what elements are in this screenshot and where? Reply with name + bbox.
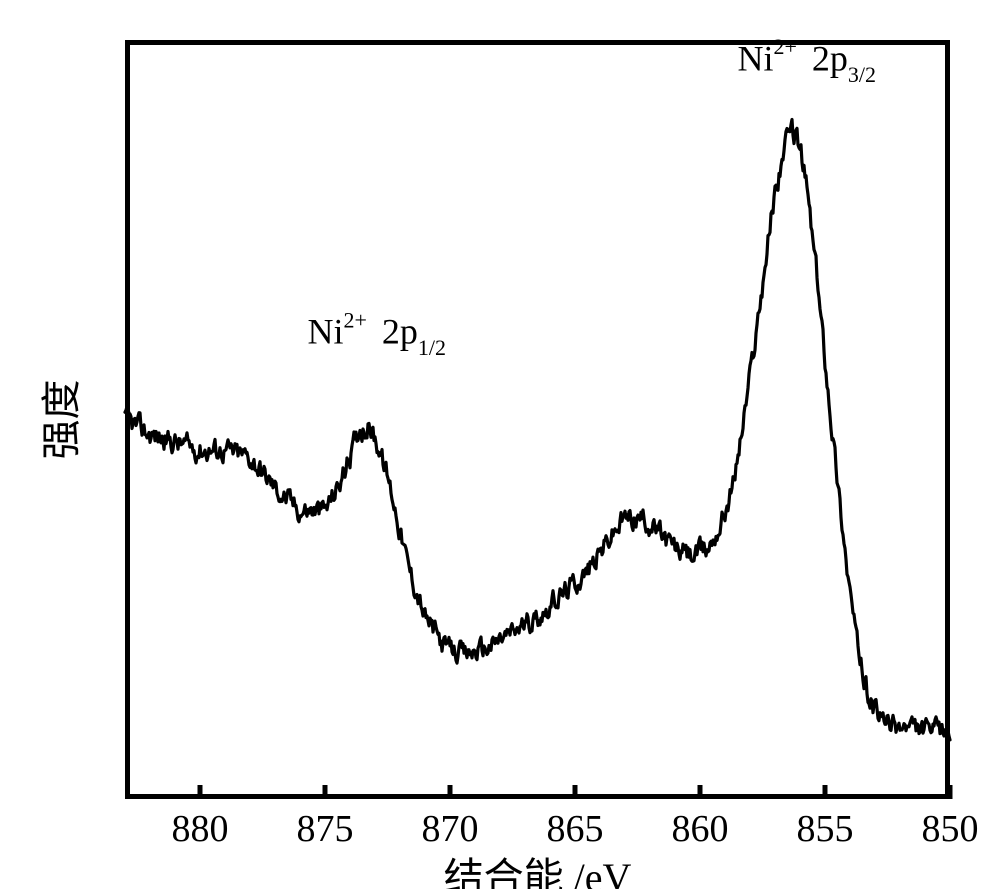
- x-tick-label: 880: [172, 808, 229, 850]
- x-axis-title: 结合能 /eV: [444, 855, 632, 889]
- x-tick-label: 860: [672, 808, 729, 850]
- x-tick-label: 870: [422, 808, 479, 850]
- xps-spectrum-line: [125, 119, 950, 739]
- x-tick-label: 850: [922, 808, 979, 850]
- peak-label: Ni2+ 2p1/2: [308, 307, 447, 360]
- x-tick-label: 865: [547, 808, 604, 850]
- x-tick-label: 875: [297, 808, 354, 850]
- y-axis-title: 强度: [39, 380, 84, 460]
- chart-canvas: 880 875 870 865 860 855 850 结合能 /eV 强度 Ni2+ 2p1/2…: [0, 0, 1000, 889]
- axes-frame: [128, 43, 948, 797]
- xps-chart: 880 875 870 865 860 855 850 结合能 /eV 强度 Ni2+ 2p1/2…: [0, 0, 1000, 889]
- x-tick-label: 855: [797, 808, 854, 850]
